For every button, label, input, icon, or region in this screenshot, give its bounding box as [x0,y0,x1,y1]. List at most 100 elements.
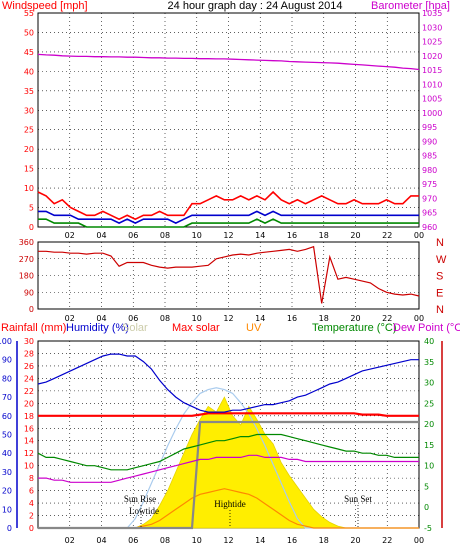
x-tick-label: 12 [223,536,233,545]
windspeed-tick-label: 40 [24,67,34,76]
compass-tick-label: N [436,304,444,316]
x-tick-label: 04 [96,314,106,323]
annotation-label: Sun Rise [124,494,156,504]
barometer-tick-label: 990 [422,137,437,146]
windspeed-tick-label: 20 [24,145,34,154]
legend-dewpoint: Dew Point (°C) [393,322,460,334]
rainfall-tick-label: 26 [24,362,34,371]
windspeed-ticks: 0 5 10 15 20 25 30 35 40 45 50 55 [24,9,34,232]
legend-uv: UV [246,322,262,334]
x-tick-label: 22 [382,536,392,545]
direction-panel-series [38,245,420,304]
humidity-tick-label: 10 [2,505,12,514]
direction-tick-label: 90 [24,288,34,297]
rainfall-tick-label: 8 [29,474,34,483]
temperature-tick-label: -5 [424,524,432,533]
windspeed-tick-label: 25 [24,126,34,135]
x-tick-label: 04 [96,536,106,545]
windspeed-tick-label: 15 [24,165,34,174]
climate-panel-x-ticks: 02 04 06 08 10 12 14 16 18 20 22 00 [65,536,424,545]
rainfall-tick-label: 22 [24,387,34,396]
barometer-tick-label: 980 [422,166,437,175]
x-tick-label: 08 [160,314,170,323]
temperature-tick-label: 40 [424,337,434,346]
compass-tick-label: N [436,237,444,249]
humidity-line [37,353,419,413]
rainfall-tick-label: 0 [29,524,34,533]
windspeed-tick-label: 45 [24,48,34,57]
wind-line [38,210,419,224]
rainfall-tick-label: 20 [24,399,34,408]
x-tick-label: 18 [319,314,329,323]
barometer-tick-label: 1005 [422,95,442,104]
x-tick-label: 06 [128,536,138,545]
humidity-tick-label: 40 [2,449,12,458]
rainfall-tick-label: 6 [29,487,34,496]
rain-rate-line [38,412,419,417]
annotation-label: Lowtide [129,506,159,516]
windspeed-tick-label: 50 [24,28,34,37]
compass-tick-label: S [436,271,443,283]
x-tick-label: 12 [223,231,233,240]
x-tick-label: 14 [255,314,265,323]
legend-rainfall: Rainfall (mm) [1,322,66,334]
legend-humidity: Humidity (%) [66,322,129,334]
rainfall-tick-label: 24 [24,374,34,383]
x-tick-label: 00 [414,314,424,323]
x-tick-label: 10 [192,536,202,545]
barometer-tick-label: 970 [422,194,437,203]
x-tick-label: 08 [160,536,170,545]
x-tick-label: 20 [350,536,360,545]
temperature-tick-label: 20 [424,420,434,429]
x-tick-label: 22 [382,314,392,323]
dewpoint-line [38,454,419,483]
barometer-tick-label: 1030 [422,23,442,32]
temperature-tick-label: 10 [424,462,434,471]
temperature-tick-label: 35 [424,358,434,367]
humidity-tick-label: 90 [2,356,12,365]
humidity-ticks: 0 10 20 30 40 50 60 70 80 90 100 [0,337,18,533]
barometer-tick-label: 1035 [422,9,442,18]
barometer-tick-label: 1015 [422,66,442,75]
legend-max-solar: Max solar [172,322,220,334]
x-tick-label: 16 [287,314,297,323]
legend-solar: Solar [122,322,148,334]
x-tick-label: 06 [128,314,138,323]
direction-degree-ticks: 0 90 180 270 360 [19,238,34,314]
x-tick-label: 02 [65,231,75,240]
x-tick-label: 00 [414,231,424,240]
rainfall-tick-label: 10 [24,462,34,471]
wind_low-line [38,218,419,228]
x-tick-label: 18 [319,536,329,545]
climate-panel-series [37,353,419,530]
direction-line [38,245,420,304]
x-tick-label: 14 [255,231,265,240]
barometer-tick-label: 1000 [422,109,442,118]
x-tick-label: 16 [287,536,297,545]
barometer-tick-label: 960 [422,223,437,232]
barometer-tick-label: 985 [422,152,437,161]
humidity-tick-label: 60 [2,412,12,421]
windspeed-axis-label: Windspeed [mph] [2,0,88,12]
humidity-tick-label: 30 [2,468,12,477]
windspeed-tick-label: 30 [24,106,34,115]
temperature-line [37,433,419,471]
compass-tick-label: E [436,287,443,299]
barometer-tick-label: 1010 [422,80,442,89]
rainfall-tick-label: 28 [24,349,34,358]
direction-tick-label: 270 [19,255,34,264]
x-tick-label: 12 [223,314,233,323]
x-tick-label: 14 [255,536,265,545]
x-tick-label: 08 [160,231,170,240]
temperature-tick-label: 5 [424,482,429,491]
x-tick-label: 02 [65,314,75,323]
x-tick-label: 10 [192,314,202,323]
x-tick-label: 16 [287,231,297,240]
windspeed-tick-label: 35 [24,87,34,96]
wind-panel-series [37,53,420,228]
barometer-tick-label: 995 [422,123,437,132]
rain-total-line [38,420,419,530]
x-tick-label: 04 [96,231,106,240]
temperature-tick-label: 25 [424,399,434,408]
